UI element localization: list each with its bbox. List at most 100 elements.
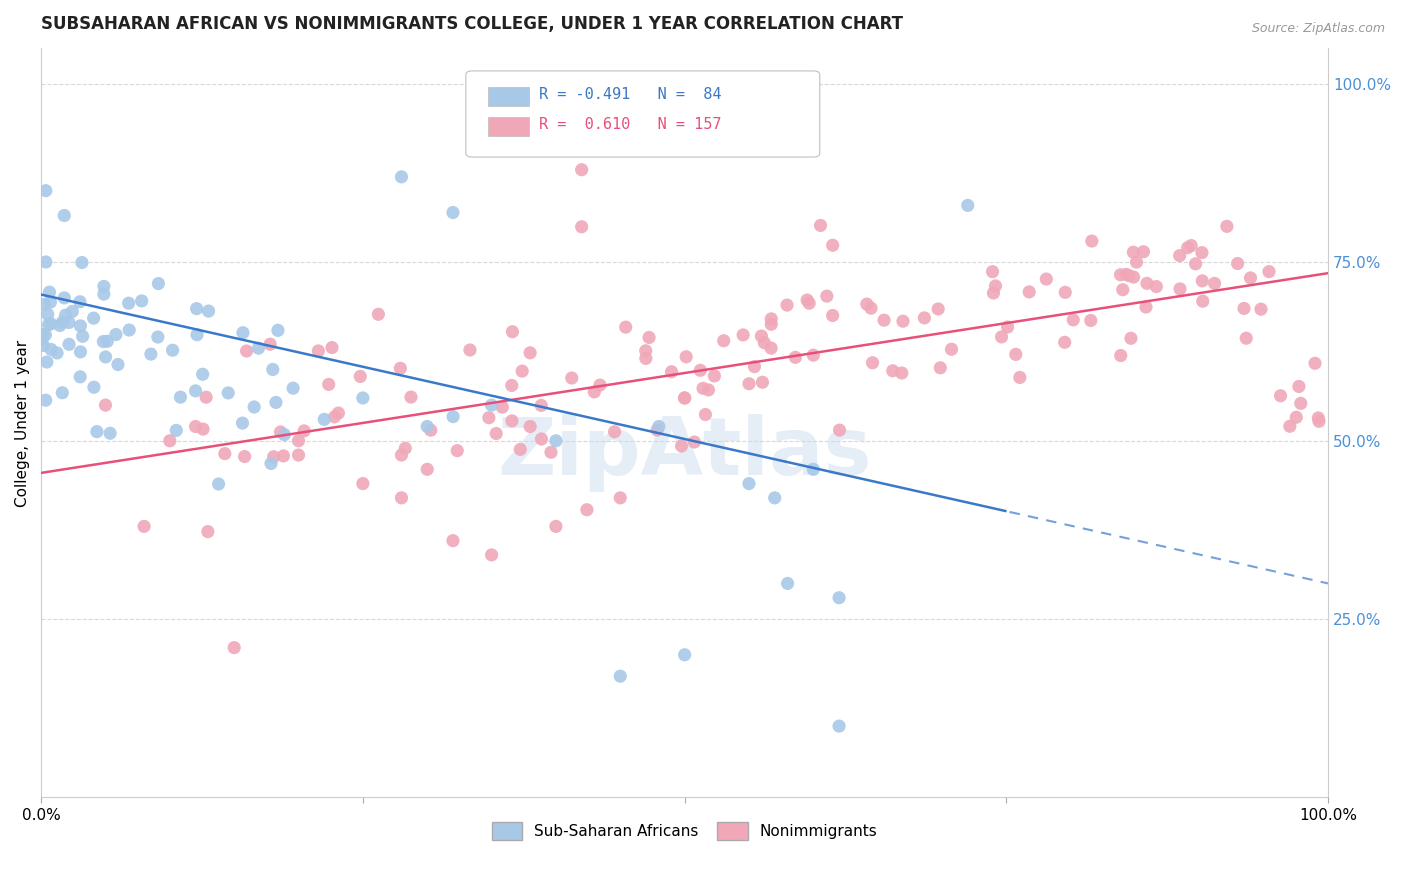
Point [1184,257,1206,271]
Point [609,491,631,505]
Point [458,343,481,357]
Point [262,362,284,376]
Point [104,327,127,342]
Point [1119,331,1142,345]
Text: R =  0.610   N = 157: R = 0.610 N = 157 [538,118,721,132]
Point [32,338,55,352]
Point [69,318,91,333]
Point [561,371,583,385]
Point [485,426,508,441]
Point [83,380,105,394]
Point [1136,277,1159,291]
Point [927,301,949,316]
Point [956,198,979,212]
Point [38,285,60,300]
Point [763,491,786,505]
Point [191,368,214,382]
Point [1191,294,1213,309]
Point [1118,268,1140,283]
Point [776,576,799,591]
Point [146,330,169,344]
Point [34,327,56,342]
FancyBboxPatch shape [488,117,529,136]
Point [1109,349,1132,363]
Point [1270,389,1292,403]
Point [416,419,439,434]
Point [39,343,62,357]
Point [69,369,91,384]
Point [184,384,207,398]
Point [58,337,80,351]
Point [821,238,844,252]
Point [1180,238,1202,252]
Point [349,369,371,384]
Point [810,219,832,233]
Point [307,343,329,358]
Point [673,391,696,405]
Point [352,476,374,491]
Point [1004,347,1026,361]
Point [544,519,567,533]
Point [72,329,94,343]
Point [233,450,256,464]
Point [352,391,374,405]
Point [39,317,62,331]
Point [186,301,208,316]
Point [118,323,141,337]
Point [1008,370,1031,384]
Point [31,327,53,342]
Point [270,425,292,439]
Point [328,406,350,420]
Point [243,400,266,414]
Point [60,304,83,318]
Point [544,434,567,448]
Point [634,343,657,358]
Point [267,323,290,337]
Point [1204,277,1226,291]
Point [131,293,153,308]
Point [446,443,468,458]
Point [481,398,503,412]
Point [785,351,807,365]
FancyBboxPatch shape [488,87,529,106]
Point [323,409,346,424]
Point [530,398,553,412]
Point [35,184,58,198]
Point [1144,279,1167,293]
Point [509,442,531,457]
Point [139,347,162,361]
Point [761,311,783,326]
Point [1288,379,1310,393]
Point [217,385,239,400]
Point [159,434,181,448]
Point [247,341,270,355]
Point [93,334,115,349]
Point [197,524,219,539]
Point [703,368,725,383]
Point [1054,285,1077,300]
Point [260,457,283,471]
Point [801,348,824,362]
Point [273,449,295,463]
Point [713,334,735,348]
Point [1168,249,1191,263]
Point [821,309,844,323]
Point [796,293,818,307]
Point [314,412,336,426]
Point [292,424,315,438]
Point [1250,302,1272,317]
Point [799,296,821,310]
Text: Source: ZipAtlas.com: Source: ZipAtlas.com [1251,22,1385,36]
Point [873,313,896,327]
Point [571,219,593,234]
Point [754,335,776,350]
Point [675,350,697,364]
Point [890,366,912,380]
Point [416,462,439,476]
Point [1289,396,1312,410]
FancyBboxPatch shape [465,71,820,157]
Point [645,423,668,437]
Point [519,419,541,434]
Point [231,416,253,430]
Point [638,330,661,344]
